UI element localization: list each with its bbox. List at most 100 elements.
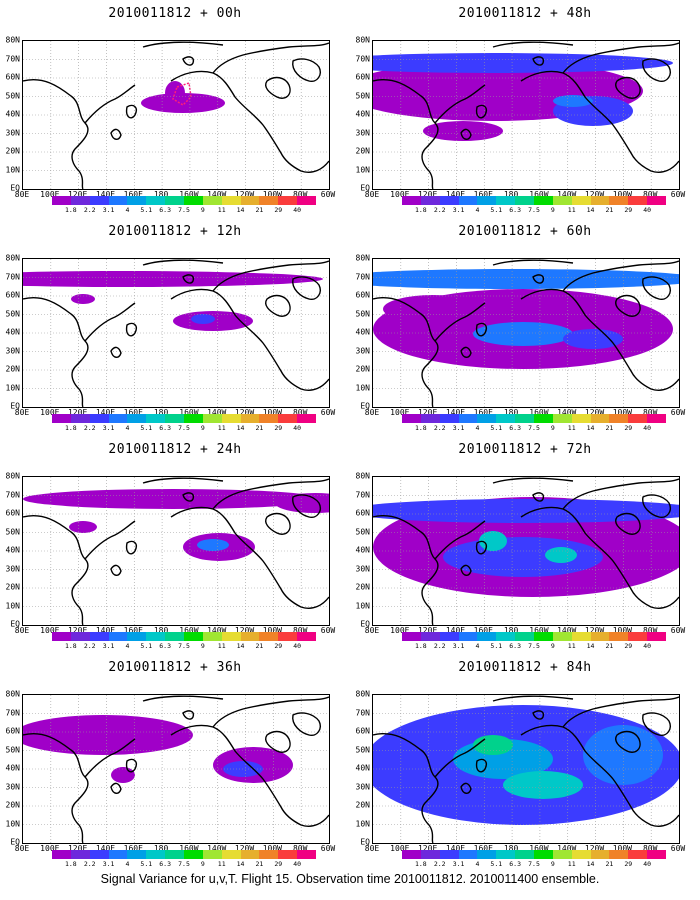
- latitude-label: 50N: [355, 745, 370, 754]
- color-swatch: [278, 196, 298, 205]
- color-swatch: [221, 850, 241, 859]
- color-scale-label: 1.8: [64, 860, 77, 868]
- color-scale-label: 1.8: [414, 860, 427, 868]
- color-swatch: [628, 850, 648, 859]
- color-scale-label: 7.5: [528, 424, 540, 432]
- color-scale: [52, 414, 317, 423]
- longitude-label: 100W: [612, 408, 632, 417]
- coastline: [532, 710, 545, 720]
- color-swatch: [458, 850, 478, 859]
- color-swatch: [458, 632, 478, 641]
- color-swatch: [477, 414, 497, 423]
- color-swatch: [165, 850, 185, 859]
- longitude-label: 160E: [123, 408, 143, 417]
- color-swatch: [278, 850, 298, 859]
- color-swatch: [628, 632, 648, 641]
- longitude-label: 140W: [557, 408, 577, 417]
- color-scale-label: 4: [475, 424, 480, 432]
- map-area: [22, 694, 330, 844]
- color-swatch: [420, 632, 440, 641]
- color-swatch: [571, 196, 591, 205]
- variance-region: [473, 322, 573, 346]
- color-swatch: [146, 196, 166, 205]
- coastline: [212, 42, 329, 74]
- color-swatch: [515, 414, 535, 423]
- color-swatch: [515, 632, 535, 641]
- longitude-label: 180: [153, 408, 169, 417]
- color-scale-label: 29: [274, 860, 283, 868]
- latitude-label: 10N: [355, 165, 370, 174]
- color-scale-label: 3.1: [452, 206, 465, 214]
- longitude-label: 140W: [207, 844, 227, 853]
- color-swatch: [496, 850, 516, 859]
- longitude-label: 60W: [670, 408, 686, 417]
- latitude-label: 20N: [355, 582, 370, 592]
- color-swatch: [297, 196, 317, 205]
- color-scale-label: 6.3: [509, 424, 522, 432]
- latitude-label: 20N: [5, 582, 20, 592]
- color-scale-label: 9: [550, 860, 555, 868]
- longitude-label: 80E: [14, 408, 30, 417]
- latitude-label: 10N: [5, 819, 20, 828]
- latitude-label: 40N: [355, 763, 370, 773]
- coastline: [460, 782, 472, 794]
- longitude-label: 120W: [584, 408, 605, 417]
- color-scale-label: 5.1: [490, 860, 503, 868]
- coastline: [265, 294, 291, 317]
- color-scale-label: 9: [200, 642, 205, 650]
- color-swatch: [127, 850, 147, 859]
- color-swatch: [515, 196, 535, 205]
- longitude-label: 160W: [529, 408, 549, 417]
- longitude-label: 160E: [473, 190, 493, 199]
- latitude-labels: 80N 70N 60N 50N 40N 30N 20N 10N EQ: [350, 472, 370, 629]
- color-scale-labels: 1.8 2.2 3.1 4 5.1 6.3 7.5 9 11 14 21 29 40: [402, 424, 666, 433]
- longitude-label: 60W: [670, 626, 686, 635]
- color-scale-label: 6.3: [159, 642, 172, 650]
- longitude-label: 180: [503, 408, 519, 417]
- variance-region: [443, 537, 603, 577]
- latitude-label: 30N: [355, 564, 370, 573]
- color-scale-label: 11: [217, 860, 226, 868]
- color-swatch: [590, 850, 610, 859]
- color-scale-label: 5.1: [490, 424, 503, 432]
- color-swatch: [402, 632, 421, 641]
- longitude-label: 140E: [95, 844, 116, 853]
- color-scale-label: 3.1: [102, 424, 115, 432]
- longitude-label: 140W: [207, 626, 227, 635]
- color-scale-label: 3.1: [452, 424, 465, 432]
- coastline: [475, 322, 487, 337]
- map-panel-36h: 2010011812 + 36h 80N 70N 60N 50N 40N 30N 20N 10N…: [0, 654, 350, 872]
- color-scale-labels: 1.8 2.2 3.1 4 5.1 6.3 7.5 9 11 14 21 29 40: [402, 206, 666, 215]
- color-scale-labels: 1.8 2.2 3.1 4 5.1 6.3 7.5 9 11 14 21 29 40: [402, 860, 666, 869]
- coastline: [142, 259, 224, 266]
- color-scale-label: 14: [236, 206, 245, 214]
- panel-title: 2010011812 + 60h: [458, 224, 592, 239]
- coastline: [125, 758, 137, 773]
- color-swatch: [609, 414, 629, 423]
- longitude-label: 80E: [14, 844, 30, 853]
- color-scale-label: 6.3: [159, 860, 172, 868]
- latitude-label: 50N: [5, 91, 20, 100]
- map-panel-12h: 2010011812 + 12h 80N 70N 60N 50N 40N 30N 20N 10N…: [0, 218, 350, 436]
- color-swatch: [571, 850, 591, 859]
- color-swatch: [108, 196, 128, 205]
- latitude-label: EQ: [10, 837, 20, 847]
- color-swatch: [552, 632, 572, 641]
- map-area: [372, 476, 680, 626]
- color-scale-label: 7.5: [178, 424, 190, 432]
- latitude-label: EQ: [10, 183, 20, 193]
- longitude-label: 140W: [557, 190, 577, 199]
- color-swatch: [108, 414, 128, 423]
- color-swatch: [402, 850, 421, 859]
- color-scale-label: 11: [567, 206, 576, 214]
- color-scale-label: 40: [293, 642, 302, 650]
- color-scale-label: 7.5: [178, 206, 190, 214]
- longitude-labels: 80E 100E 120E 140E 160E 180 160W 140W 120W 100W 80…: [365, 626, 685, 636]
- latitude-label: 30N: [355, 128, 370, 137]
- coastline: [292, 494, 321, 518]
- color-swatch: [571, 632, 591, 641]
- latitude-label: 80N: [355, 471, 370, 481]
- coastline: [642, 494, 671, 518]
- color-swatch: [477, 850, 497, 859]
- color-swatch: [647, 632, 667, 641]
